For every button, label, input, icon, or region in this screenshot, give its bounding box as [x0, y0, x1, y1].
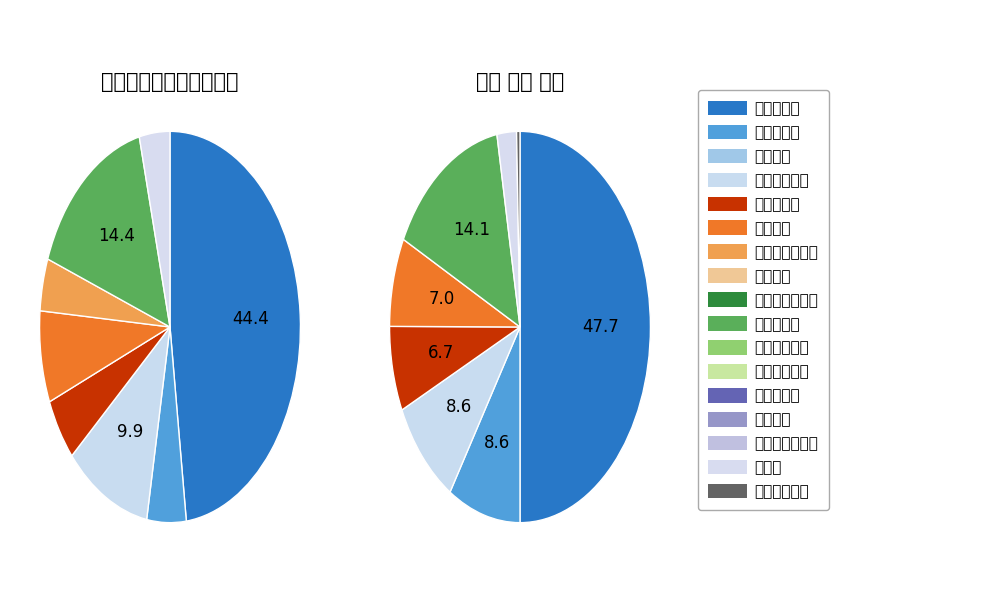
Wedge shape [390, 239, 520, 327]
Wedge shape [170, 131, 300, 521]
Wedge shape [517, 131, 520, 327]
Text: 7.0: 7.0 [428, 290, 454, 308]
Text: 14.4: 14.4 [98, 227, 135, 245]
Text: 8.6: 8.6 [446, 398, 472, 416]
Wedge shape [139, 131, 170, 327]
Text: 8.6: 8.6 [484, 434, 511, 452]
Wedge shape [497, 131, 520, 327]
Wedge shape [402, 327, 520, 492]
Wedge shape [40, 259, 170, 327]
Wedge shape [40, 311, 170, 402]
Wedge shape [49, 327, 170, 456]
Text: 14.1: 14.1 [453, 221, 490, 239]
Wedge shape [390, 326, 520, 410]
Wedge shape [72, 327, 170, 520]
Text: 44.4: 44.4 [232, 310, 269, 328]
Text: 9.9: 9.9 [117, 424, 143, 442]
Title: パ・リーグ全プレイヤー: パ・リーグ全プレイヤー [101, 72, 239, 92]
Wedge shape [403, 134, 520, 327]
Title: 今宮 健太 選手: 今宮 健太 選手 [476, 72, 564, 92]
Wedge shape [147, 327, 186, 523]
Legend: ストレート, ツーシーム, シュート, カットボール, スプリット, フォーク, チェンジアップ, シンカー, 高速スライダー, スライダー, 縦スライダー, : ストレート, ツーシーム, シュート, カットボール, スプリット, フォーク,… [698, 90, 829, 510]
Text: 6.7: 6.7 [428, 344, 454, 362]
Wedge shape [450, 327, 520, 523]
Wedge shape [520, 131, 650, 523]
Text: 47.7: 47.7 [582, 318, 619, 336]
Wedge shape [48, 137, 170, 327]
